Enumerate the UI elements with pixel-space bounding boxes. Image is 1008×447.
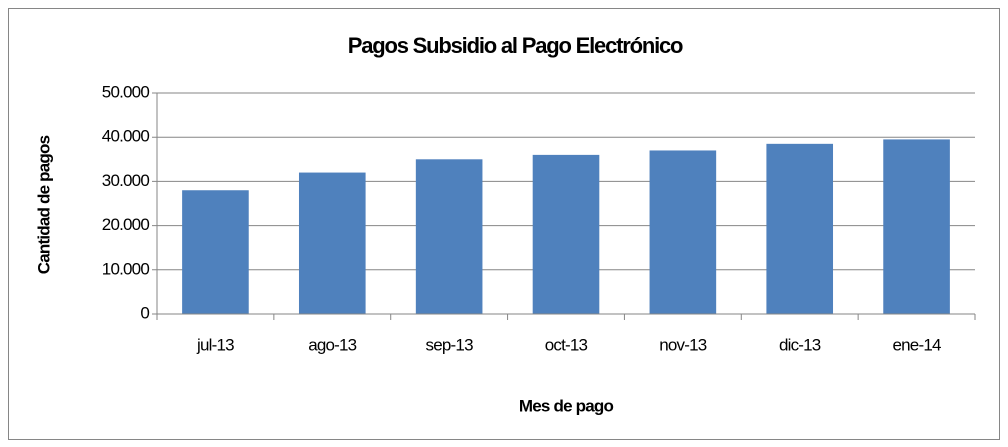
chart-title: Pagos Subsidio al Pago Electrónico [348, 33, 683, 58]
x-tick-label: jul-13 [196, 335, 234, 354]
y-tick-label: 30.000 [102, 171, 150, 190]
y-tick-label: 10.000 [102, 259, 150, 278]
bar [883, 139, 950, 314]
y-tick-label: 20.000 [102, 215, 150, 234]
x-tick-label: ago-13 [308, 335, 356, 354]
x-tick-label: oct-13 [545, 335, 588, 354]
bar [649, 150, 717, 314]
x-axis-title: Mes de pago [519, 396, 614, 415]
chart-border [8, 8, 1000, 440]
x-tick-label: ene-14 [893, 335, 941, 354]
y-axis-title: Cantidad de pagos [34, 135, 53, 274]
x-tick-label: sep-13 [426, 335, 474, 354]
bar [182, 190, 249, 314]
bar [298, 172, 366, 314]
bar [766, 143, 834, 314]
y-tick-label: 40.000 [102, 127, 150, 146]
y-tick-label: 50.000 [102, 82, 150, 101]
bar [415, 159, 483, 314]
x-tick-label: dic-13 [779, 335, 821, 354]
x-tick-label: nov-13 [659, 335, 707, 354]
bar [532, 154, 600, 314]
y-tick-label: 0 [140, 303, 149, 322]
